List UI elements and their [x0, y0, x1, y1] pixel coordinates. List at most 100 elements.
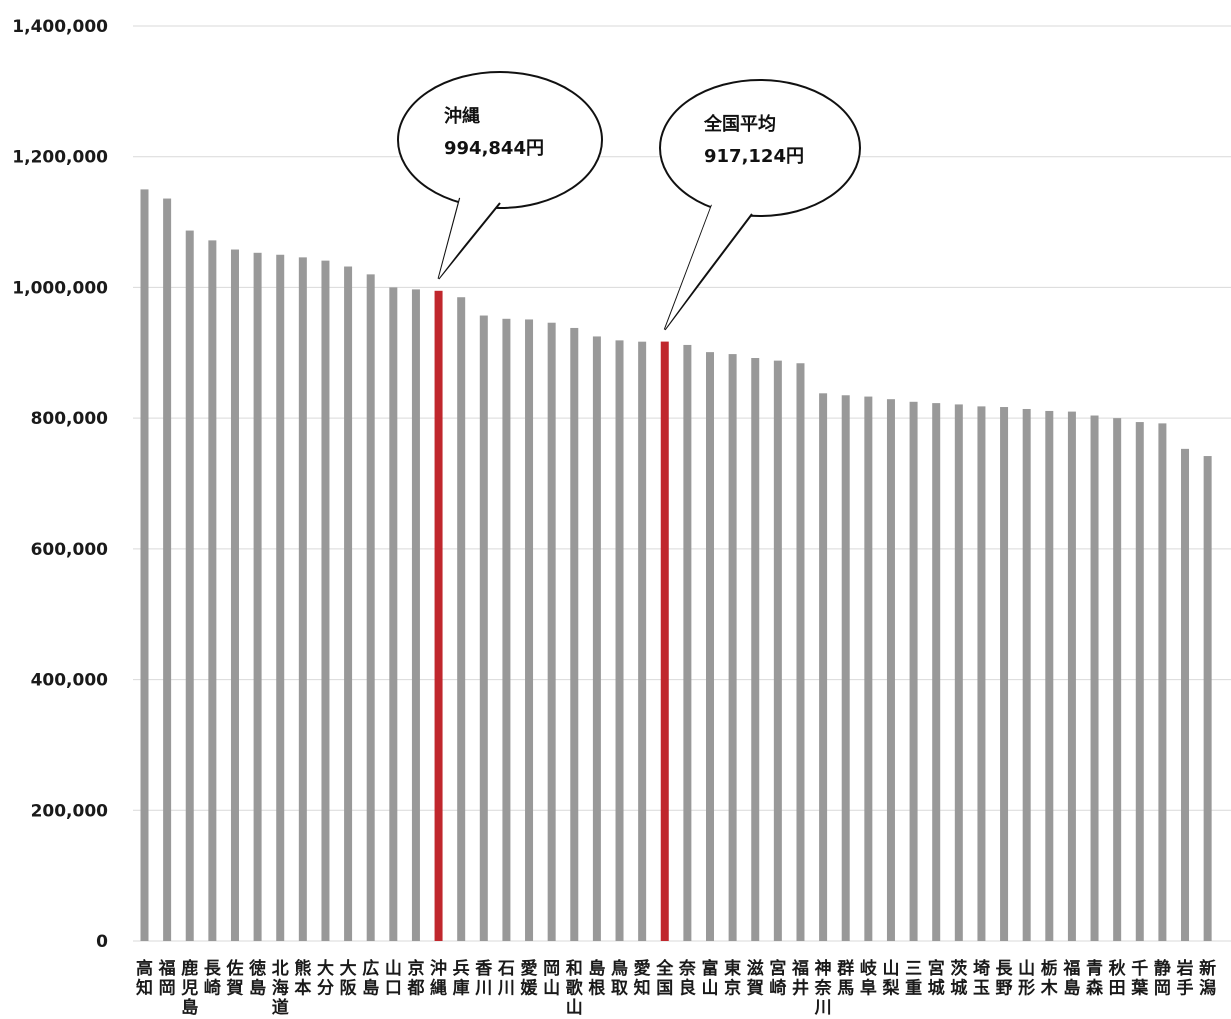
- x-tick-label: 大阪: [340, 958, 357, 999]
- x-tick-label: 長崎: [204, 959, 222, 999]
- x-tick-label: 京都: [406, 958, 424, 999]
- bar: [525, 319, 534, 941]
- x-tick-label: 三重: [905, 959, 922, 999]
- x-tick-label: 佐賀: [225, 958, 243, 999]
- bar: [1181, 448, 1190, 941]
- bar: [1090, 415, 1099, 941]
- x-tick-label: 大分: [317, 958, 334, 999]
- bar: [751, 358, 760, 941]
- x-tick-label: 山形: [1018, 959, 1035, 999]
- y-tick-label: 400,000: [31, 671, 109, 691]
- bar: [796, 363, 805, 941]
- x-tick-label: 広島: [362, 958, 379, 999]
- bar: [230, 249, 239, 941]
- bar: [1022, 408, 1031, 941]
- y-tick-label: 200,000: [31, 801, 109, 821]
- x-tick-label: 滋賀: [746, 958, 764, 999]
- x-tick-label: 山梨: [881, 959, 900, 999]
- bar: [932, 403, 941, 941]
- bar: [909, 401, 918, 941]
- bar: [864, 396, 873, 941]
- x-tick-label: 奈良: [678, 958, 697, 999]
- x-tick-label: 北海道: [272, 959, 289, 1018]
- x-tick-label: 神奈川: [814, 958, 833, 1018]
- bar: [457, 297, 466, 941]
- bar: [321, 260, 330, 941]
- bar: [886, 399, 895, 941]
- x-tick-label: 静岡: [1154, 958, 1171, 999]
- y-tick-label: 800,000: [31, 409, 109, 429]
- x-tick-label: 岐阜: [860, 958, 878, 999]
- callout-ellipse: [397, 71, 603, 209]
- bar: [344, 266, 353, 941]
- x-tick-label: 全国: [655, 958, 674, 999]
- bar: [547, 322, 556, 941]
- x-tick-label: 東京: [724, 958, 741, 999]
- bar: [570, 327, 579, 941]
- bar: [479, 315, 488, 942]
- callout-bubble: 全国平均 917,124円: [659, 79, 861, 331]
- bar: [163, 198, 172, 942]
- x-axis: 高知福岡鹿児島長崎佐賀徳島北海道熊本大分大阪広島山口京都沖縄兵庫香川石川愛媛岡山…: [135, 958, 1216, 1018]
- x-tick-label: 栃木: [1040, 958, 1059, 999]
- bar: [502, 318, 511, 941]
- bar: [298, 257, 307, 942]
- x-tick-label: 群馬: [837, 958, 854, 999]
- bar: [1067, 411, 1076, 941]
- x-tick-label: 愛媛: [520, 958, 539, 999]
- y-tick-label: 600,000: [31, 540, 109, 560]
- x-tick-label: 福島: [1062, 958, 1080, 999]
- x-tick-label: 石川: [497, 959, 515, 999]
- callout-join: [664, 202, 751, 330]
- callout-bubble: 沖縄 994,844円: [397, 71, 603, 280]
- bar: [977, 406, 986, 942]
- x-tick-label: 島根: [588, 958, 605, 999]
- bar: [819, 393, 828, 941]
- callouts: 沖縄 994,844円 全国平均 917,124円: [397, 71, 861, 331]
- bar: [841, 395, 850, 942]
- bar: [1203, 456, 1212, 941]
- x-tick-label: 富山: [702, 958, 719, 999]
- callout-value: 994,844円: [444, 138, 544, 159]
- x-tick-label: 秋田: [1109, 958, 1127, 999]
- y-tick-label: 1,400,000: [12, 17, 108, 37]
- y-tick-label: 0: [96, 932, 108, 952]
- bar-highlight: [660, 341, 669, 941]
- y-tick-label: 1,200,000: [12, 148, 108, 168]
- x-tick-label: 福井: [791, 958, 809, 999]
- x-tick-label: 茨城: [950, 958, 967, 999]
- x-tick-label: 宮城: [928, 958, 945, 999]
- x-tick-label: 岩手: [1176, 958, 1194, 999]
- bar: [366, 274, 375, 941]
- x-tick-label: 埼玉: [973, 958, 990, 999]
- x-tick-label: 福岡: [158, 958, 176, 999]
- bar: [1113, 418, 1122, 942]
- x-tick-label: 高知: [135, 958, 153, 999]
- bar: [389, 287, 398, 941]
- x-tick-label: 熊本: [294, 958, 311, 999]
- x-tick-label: 長野: [996, 959, 1014, 999]
- callout-value: 917,124円: [704, 146, 804, 167]
- x-tick-label: 沖縄: [430, 958, 447, 999]
- bar: [773, 360, 782, 942]
- y-tick-label: 1,000,000: [12, 278, 108, 298]
- callout-title: 沖縄: [444, 105, 480, 127]
- x-tick-label: 愛知: [633, 958, 651, 999]
- bar: [276, 254, 285, 941]
- x-tick-label: 宮崎: [769, 958, 786, 999]
- bar: [683, 344, 692, 941]
- x-tick-label: 岡山: [543, 959, 560, 999]
- bar: [706, 352, 714, 941]
- bar: [954, 404, 963, 941]
- bar: [185, 230, 194, 941]
- x-tick-label: 新潟: [1199, 958, 1216, 999]
- x-tick-label: 兵庫: [453, 958, 470, 999]
- callout-ellipse: [659, 79, 861, 217]
- bar: [1158, 423, 1167, 941]
- bar: [728, 354, 737, 941]
- x-tick-label: 青森: [1086, 958, 1104, 999]
- bar: [1045, 410, 1054, 941]
- bar-highlight: [434, 290, 443, 941]
- bar: [411, 289, 420, 941]
